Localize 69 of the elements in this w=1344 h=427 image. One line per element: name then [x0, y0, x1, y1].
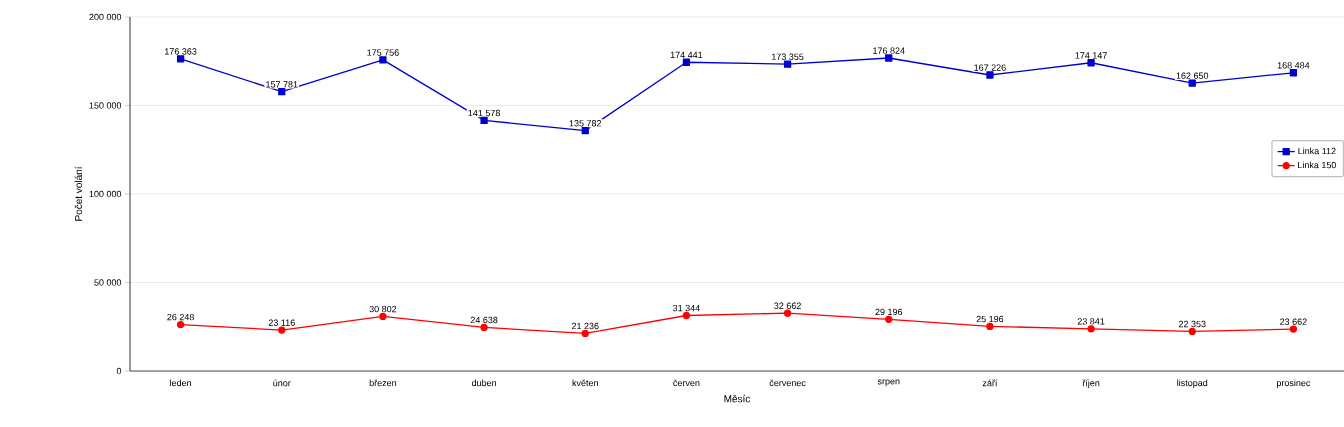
- x-tick-label: červenec: [769, 379, 806, 387]
- point: [783, 309, 792, 317]
- data-label: 23 116: [268, 319, 295, 326]
- data-label: 22 353: [1178, 320, 1206, 328]
- data-label: 30 802: [369, 305, 397, 313]
- point: [885, 315, 893, 323]
- x-tick-label: listopad: [1177, 379, 1208, 388]
- legend-label: Linka 150: [1298, 161, 1337, 169]
- y-tick-label: 200 000: [89, 13, 122, 21]
- data-label: 32 662: [774, 302, 801, 309]
- point: [480, 323, 488, 332]
- data-label: 174 441: [670, 51, 703, 59]
- data-label: 23 662: [1280, 318, 1307, 325]
- data-label: 168 484: [1277, 62, 1310, 69]
- point: [581, 329, 589, 338]
- point: [379, 56, 387, 64]
- point: [1087, 59, 1095, 67]
- point: [1188, 79, 1196, 87]
- point: [1289, 69, 1298, 77]
- point: [1087, 325, 1095, 333]
- point: [278, 326, 286, 334]
- data-label: 176 363: [165, 48, 197, 55]
- x-tick-label: duben: [471, 379, 497, 387]
- data-label: 135 782: [569, 120, 602, 127]
- y-axis-title: Počet volání: [74, 166, 83, 221]
- data-label: 162 650: [1176, 72, 1209, 79]
- data-label: 176 824: [873, 47, 905, 54]
- x-tick-label: prosinec: [1276, 379, 1311, 388]
- x-tick-label: červen: [673, 379, 700, 387]
- point: [480, 116, 488, 125]
- y-tick-label: 100 000: [89, 190, 122, 198]
- point: [379, 312, 387, 321]
- point: [885, 54, 893, 62]
- data-label: 21 236: [571, 322, 599, 330]
- x-tick-label: srpen: [877, 379, 900, 387]
- point: [581, 127, 589, 135]
- point: [1188, 327, 1196, 336]
- point: [682, 311, 691, 320]
- x-tick-label: březen: [369, 379, 397, 387]
- x-tick-label: únor: [273, 379, 291, 387]
- point: [1289, 325, 1298, 333]
- point: [986, 71, 994, 79]
- data-label: 26 248: [167, 313, 194, 321]
- point: [278, 88, 286, 96]
- data-label: 174 147: [1075, 52, 1107, 59]
- y-tick-label: 50 000: [94, 279, 122, 286]
- data-label: 24 638: [470, 316, 498, 324]
- x-tick-label: září: [982, 379, 998, 387]
- data-label: 157 781: [266, 81, 298, 88]
- point: [682, 58, 691, 66]
- point: [176, 55, 185, 63]
- point: [176, 320, 185, 329]
- x-axis-title: Měsíc: [724, 394, 751, 403]
- legend-label: Linka 112: [1298, 147, 1336, 155]
- data-label: 23 841: [1077, 318, 1105, 325]
- y-tick-label: 0: [116, 367, 122, 375]
- point: [986, 322, 994, 331]
- data-label: 29 196: [875, 308, 903, 316]
- point: [783, 60, 792, 68]
- data-label: 31 344: [673, 304, 700, 312]
- data-label: 167 226: [974, 64, 1006, 71]
- data-label: 173 355: [772, 53, 804, 60]
- x-tick-label: říjen: [1082, 379, 1100, 389]
- x-tick-label: květen: [572, 379, 598, 387]
- data-label: 141 578: [468, 109, 500, 117]
- data-label: 175 756: [367, 49, 399, 56]
- data-label: 25 196: [976, 315, 1004, 323]
- x-tick-label: leden: [170, 379, 192, 387]
- y-tick-label: 150 000: [89, 102, 122, 109]
